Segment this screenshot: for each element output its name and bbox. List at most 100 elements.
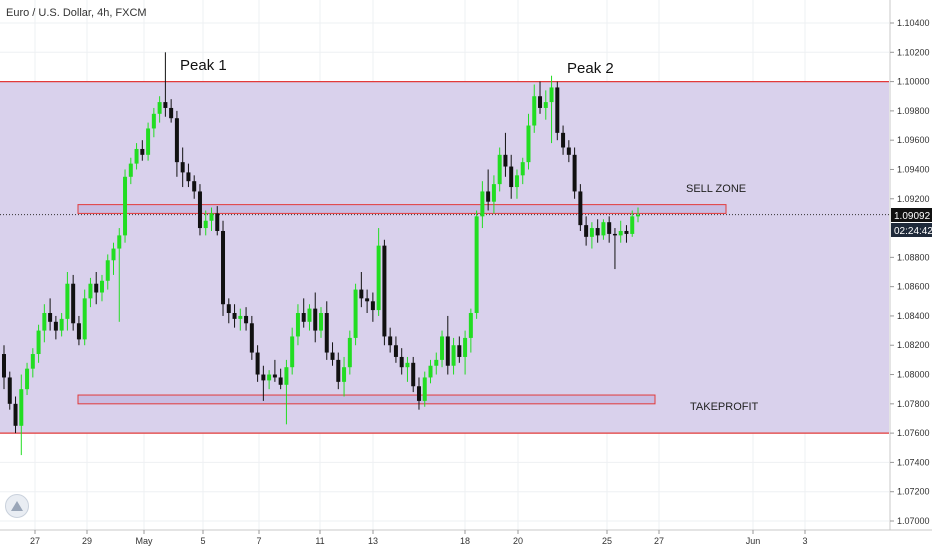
time-tick-label: 3 [802,536,807,546]
candle-body [353,289,358,338]
candle-body [636,214,640,217]
candle-body [174,118,179,163]
takeprofit-zone-box [77,394,656,405]
candle-body [382,245,387,337]
price-tick-label: 1.09400 [897,164,930,174]
candle-body [330,352,335,360]
price-tick-label: 1.10400 [897,18,930,28]
candle-body [572,154,577,192]
time-tick-label: 29 [82,536,92,546]
sell-zone-label: SELL ZONE [686,183,746,195]
price-tick-label: 1.07800 [897,399,930,409]
candle-body [123,176,128,236]
candle-body [255,352,260,375]
candle-body [509,166,514,188]
zones [0,80,889,434]
candle-body [117,235,122,249]
candle-body [336,359,341,382]
candle-body [278,377,283,385]
candle-body [607,222,612,234]
annotations: Peak 1 Peak 2 SELL ZONE TAKEPROFIT [180,57,759,413]
time-tick-label: 27 [654,536,664,546]
price-tick-label: 1.08200 [897,340,930,350]
price-axis-ticks[interactable]: 1.10400 1.10200 1.10000 1.09800 1.09600 1.094… [890,18,930,526]
candle-body [134,148,139,164]
range-box [0,81,889,434]
countdown-bg [891,223,932,237]
candle-body [65,283,70,319]
candle-body [416,386,421,401]
candle-body [25,368,30,390]
candle-body [59,318,64,331]
candle-body [434,359,439,366]
candle-body [169,107,174,119]
time-tick-label: 11 [315,536,324,546]
candle-body [261,374,266,381]
candle-body [370,301,375,311]
price-tick-label: 1.08600 [897,282,930,292]
candle-body [36,330,41,355]
candle-body [76,323,81,340]
peak1-label: Peak 1 [180,57,227,74]
candle-body [146,128,151,155]
tradingview-logo-icon[interactable] [5,494,29,518]
symbol-title[interactable]: Euro / U.S. Dollar, 4h, FXCM [6,7,147,19]
candle-body [376,245,381,311]
candle-body [405,362,410,368]
candle-body [555,87,560,133]
candle-body [140,148,145,155]
candle-body [520,162,525,176]
candle-body [630,216,635,234]
candle-body [128,163,133,177]
takeprofit-label: TAKEPROFIT [690,401,759,413]
countdown-label: 02:24:42 [894,226,932,237]
price-tick-label: 1.07600 [897,428,930,438]
candle-body [209,213,214,221]
candle-body [7,377,12,404]
candle-body [48,313,53,322]
candle-body [584,225,589,237]
candle-body [365,298,370,302]
price-tick-label: 1.10000 [897,77,930,87]
candle-body [440,336,445,360]
candle-body [163,102,168,108]
candle-body [301,313,306,322]
candle-body [463,337,468,357]
candle-body [445,336,450,366]
candle-body [88,283,93,299]
candle-body [393,345,398,357]
candle-body [307,308,312,322]
candle-body [595,228,600,236]
candle-body [561,132,566,148]
price-tick-label: 1.08400 [897,311,930,321]
candle-body [497,154,502,185]
candle-body [549,87,554,103]
time-tick-label: May [135,536,153,546]
candle-body [82,298,87,340]
candle-body [411,362,416,387]
candle-body [295,313,300,337]
price-tick-label: 1.09800 [897,106,930,116]
candle-body [232,313,237,319]
candle-body [105,260,110,281]
candle-body [612,233,617,236]
candle-body [428,365,433,378]
candle-body [624,230,629,234]
time-axis-ticks[interactable]: 27 29 May 5 7 11 13 18 20 25 27 Jun 3 [30,530,808,546]
candle-body [42,313,47,331]
candles [2,52,640,456]
price-tick-label: 1.08000 [897,370,930,380]
candle-body [578,191,583,226]
logo-mark [11,501,23,511]
candle-body [151,113,156,129]
price-tick-label: 1.07400 [897,457,930,467]
candle-body [30,354,35,369]
time-tick-label: 13 [368,536,378,546]
candle-body [180,162,185,173]
peak2-label: Peak 2 [567,60,614,77]
candle-body [221,230,226,305]
candle-body [192,181,197,192]
